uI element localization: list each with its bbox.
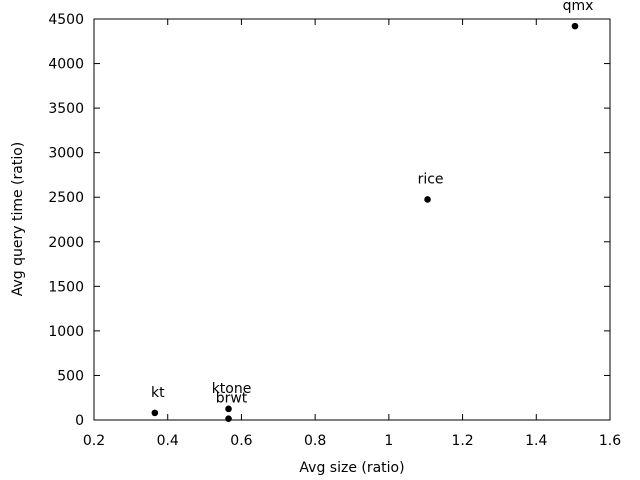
- point-label-brwt: brwt: [216, 391, 248, 407]
- y-tick-label: 1500: [48, 279, 84, 295]
- y-axis: 0 500 1000 1500 2000 2500 3000 3500 4000 4500: [48, 12, 610, 429]
- x-axis: 0.2 0.4 0.6 0.8 1 1.2 1.4 1.6: [83, 19, 621, 449]
- y-tick-label: 500: [57, 368, 84, 384]
- x-tick-label: 1.2: [451, 433, 473, 449]
- x-axis-label: Avg size (ratio): [299, 460, 404, 476]
- point-label-qmx: qmx: [563, 0, 594, 14]
- y-axis-label: Avg query time (ratio): [10, 142, 26, 297]
- y-tick-label: 3500: [48, 101, 84, 117]
- point-qmx: [571, 22, 579, 30]
- x-tick-label: 1.6: [599, 433, 621, 449]
- x-tick-label: 0.8: [304, 433, 326, 449]
- y-tick-label: 1000: [48, 324, 84, 340]
- x-tick-label: 1: [384, 433, 393, 449]
- point-brwt: [225, 415, 232, 422]
- x-tick-label: 1.4: [525, 433, 547, 449]
- y-tick-label: 2000: [48, 235, 84, 251]
- y-tick-label: 4500: [48, 12, 84, 28]
- x-tick-label: 0.6: [230, 433, 252, 449]
- y-tick-label: 0: [75, 413, 84, 429]
- point-label-rice: rice: [418, 171, 444, 187]
- x-tick-label: 0.2: [83, 433, 105, 449]
- point-kt: [151, 409, 159, 417]
- y-tick-label: 2500: [48, 190, 84, 206]
- point-ktone: [225, 405, 232, 413]
- point-label-kt: kt: [151, 385, 165, 401]
- plot-frame: [93, 18, 611, 421]
- point-label-ktone: ktone: [212, 381, 252, 397]
- point-rice: [424, 196, 431, 203]
- x-tick-label: 0.4: [157, 433, 179, 449]
- y-tick-label: 3000: [48, 146, 84, 162]
- y-tick-label: 4000: [48, 57, 84, 73]
